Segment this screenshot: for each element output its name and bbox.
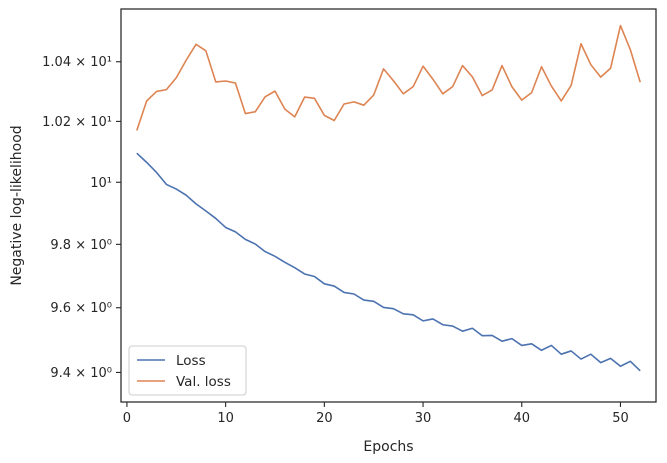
y-tick-label: 1.04 × 10¹ <box>42 55 112 70</box>
y-tick-label: 10¹ <box>90 176 112 191</box>
x-axis-title: Epochs <box>363 439 413 455</box>
x-tick-label: 20 <box>316 411 333 426</box>
x-tick-label: 50 <box>612 411 629 426</box>
series-line-loss <box>136 152 641 372</box>
y-axis-title: Negative log-likelihood <box>9 125 25 285</box>
x-tick-label: 10 <box>217 411 234 426</box>
series-layer <box>136 24 641 372</box>
legend-label: Loss <box>176 353 206 369</box>
legend: Loss Val. loss <box>128 345 247 396</box>
legend-label: Val. loss <box>176 374 231 390</box>
plot-frame <box>120 8 657 403</box>
x-tick-label: 0 <box>123 411 131 426</box>
y-tick-label: 9.6 × 10⁰ <box>50 301 112 316</box>
series-line-val-loss <box>136 24 641 131</box>
legend-box <box>128 345 247 396</box>
y-tick-label: 9.4 × 10⁰ <box>50 366 112 381</box>
y-tick-label: 9.8 × 10⁰ <box>50 238 112 253</box>
y-axis: 9.4 × 10⁰ 9.6 × 10⁰ 9.8 × 10⁰ 10¹ 1.02 × 10¹… <box>42 55 121 381</box>
x-tick-label: 30 <box>415 411 432 426</box>
y-tick-label: 1.02 × 10¹ <box>42 115 112 130</box>
x-axis: 0 10 20 30 40 50 <box>123 402 629 426</box>
x-tick-label: 40 <box>513 411 530 426</box>
